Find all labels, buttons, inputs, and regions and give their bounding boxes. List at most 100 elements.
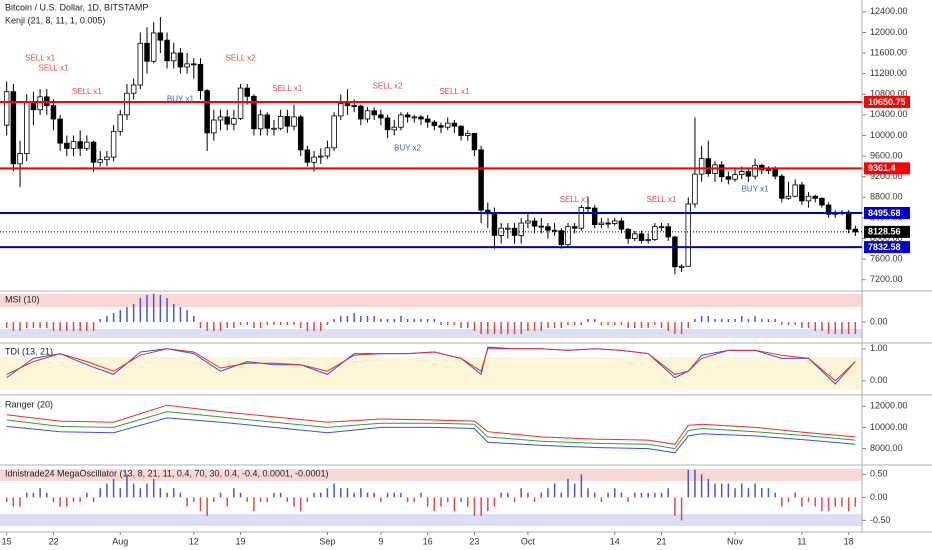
- bar: [299, 322, 302, 328]
- bar: [660, 492, 663, 498]
- signal-annotation: SELL x1: [647, 195, 677, 204]
- candle-body: [785, 195, 792, 199]
- bar: [700, 316, 703, 322]
- chart-title: Bitcoin / U.S. Dollar, 1D, BITSTAMP: [5, 2, 148, 12]
- bar: [634, 322, 636, 328]
- bar: [346, 316, 349, 322]
- y-tick-label: 1.00: [870, 343, 888, 353]
- bar: [567, 478, 569, 498]
- bar: [580, 322, 583, 325]
- bar: [547, 488, 549, 498]
- candle-body: [625, 228, 631, 239]
- candle-body: [297, 116, 304, 151]
- candle-body: [585, 207, 591, 209]
- bar: [600, 322, 603, 325]
- bar: [373, 316, 375, 322]
- bar: [319, 322, 322, 331]
- candle-body: [438, 125, 444, 128]
- bar: [172, 304, 175, 322]
- bar: [533, 322, 536, 331]
- bar: [146, 483, 148, 498]
- candle-body: [718, 164, 725, 178]
- bar: [527, 492, 529, 498]
- candle-body: [291, 116, 297, 127]
- candle-body: [672, 236, 678, 268]
- bar: [573, 483, 576, 498]
- bar: [319, 492, 322, 498]
- candle-body: [37, 96, 43, 111]
- bar: [32, 492, 35, 498]
- y-tick-label: 8000.00: [870, 443, 903, 453]
- candle-body: [538, 225, 544, 228]
- bar: [426, 497, 429, 507]
- bar: [373, 492, 375, 498]
- candle-body: [632, 233, 638, 239]
- signal-annotation: SELL x1: [560, 195, 590, 204]
- candle-body: [705, 158, 712, 174]
- bar: [727, 483, 730, 498]
- bar: [473, 497, 476, 516]
- y-tick-label: 7200.00: [870, 274, 903, 284]
- bar: [821, 322, 823, 331]
- bar: [560, 322, 563, 328]
- x-tick-label: 11: [797, 536, 806, 546]
- bar: [293, 322, 295, 325]
- bar: [186, 497, 188, 507]
- bar: [119, 488, 122, 498]
- candle-body: [825, 204, 832, 215]
- bar: [360, 488, 362, 498]
- signal-annotation: BUY x1: [167, 95, 195, 104]
- candle-body: [378, 114, 384, 119]
- candle-body: [70, 141, 77, 149]
- bar: [92, 497, 95, 502]
- level-label-box: [864, 162, 910, 175]
- pane-title: TDI (13, 21): [5, 346, 53, 356]
- bar: [159, 488, 162, 498]
- bar: [326, 488, 329, 498]
- bar: [99, 319, 101, 322]
- bar: [19, 497, 21, 507]
- bar: [674, 497, 676, 516]
- pane-title: MSI (10): [5, 294, 40, 304]
- bar: [614, 488, 616, 498]
- x-tick-label: Aug: [112, 536, 128, 546]
- bar: [25, 492, 28, 498]
- bar: [166, 298, 168, 322]
- candle-body: [545, 226, 551, 231]
- bar: [119, 310, 122, 322]
- y-tick-label: 8800.00: [870, 192, 903, 202]
- x-tick-label: Sep: [319, 536, 335, 546]
- candle-body: [364, 110, 371, 120]
- bar: [467, 497, 469, 507]
- bar: [193, 316, 195, 322]
- candle-body: [338, 103, 344, 117]
- bar: [152, 478, 155, 498]
- bar: [640, 322, 643, 328]
- bar: [39, 322, 41, 328]
- bar: [79, 497, 81, 502]
- bar: [246, 322, 248, 325]
- bar: [259, 497, 262, 502]
- bar: [313, 492, 315, 498]
- y-tick-label: -0.50: [870, 515, 891, 525]
- bar: [273, 492, 275, 498]
- bar: [520, 322, 522, 334]
- candle-body: [605, 222, 611, 225]
- candle-body: [471, 133, 478, 151]
- x-tick-label: 9: [378, 536, 383, 546]
- bar: [340, 316, 342, 322]
- candle-body: [3, 91, 10, 126]
- bar: [433, 497, 436, 512]
- bar: [453, 322, 456, 325]
- x-tick-label: 23: [469, 536, 479, 546]
- bar: [747, 488, 750, 498]
- candle-body: [765, 169, 772, 171]
- candle-body: [117, 114, 124, 132]
- signal-annotation: SELL x1: [25, 53, 55, 62]
- bar: [420, 492, 422, 498]
- level-label-box: [864, 225, 910, 238]
- bar: [580, 474, 583, 498]
- bar: [286, 497, 289, 502]
